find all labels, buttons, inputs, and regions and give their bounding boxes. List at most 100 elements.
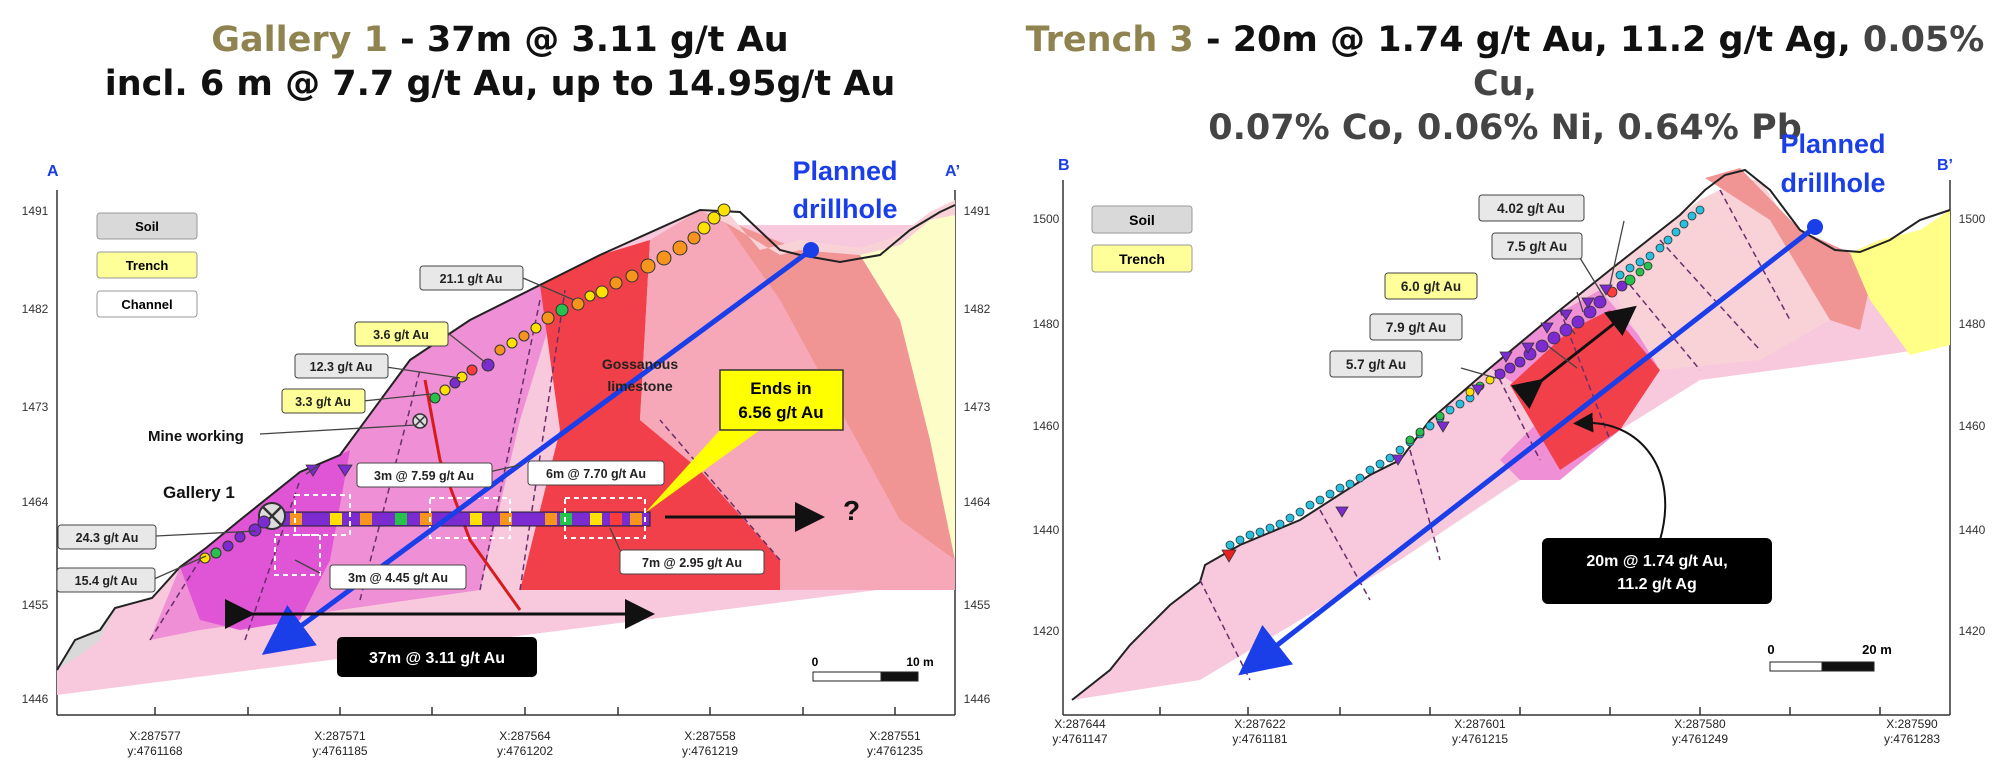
left-vein [423, 379, 522, 611]
x-label: X:287551 [869, 729, 921, 743]
elev-label: 1446 [964, 692, 991, 706]
right-result-leader [1573, 412, 1667, 541]
left-leaders [153, 277, 621, 580]
sample-box [1478, 194, 1585, 222]
elev-label: 1482 [22, 302, 49, 316]
elev-label: 1460 [1959, 419, 1986, 433]
interval-box [329, 564, 467, 590]
left-title: Gallery 1 - 37m @ 3.11 g/t Au incl. 6 m … [0, 18, 1000, 106]
gossan-label-1: Gossanous [602, 356, 678, 372]
left-title-line2: incl. 6 m @ 7.7 g/t Au, up to 14.95g/t A… [104, 64, 896, 104]
left-x-ticks [154, 707, 896, 715]
right-drillhole-collar [1807, 219, 1823, 235]
legend-soil-label: Soil [1129, 212, 1155, 228]
y-label: y:4761283 [1884, 732, 1940, 746]
right-elevation-labels-l: 1500 1480 1460 1440 1420 [1033, 212, 1060, 638]
elev-label: 1420 [1959, 624, 1986, 638]
left-scale-bar: 0 10 m [812, 655, 934, 682]
legend-soil-swatch [1091, 205, 1193, 234]
sample-label: 24.3 g/t Au [76, 531, 139, 545]
x-label: X:287571 [314, 729, 366, 743]
left-interval-boxes [274, 494, 646, 576]
legend-channel-label: Channel [121, 297, 172, 312]
ends-callout-line2: 6.56 g/t Au [738, 403, 823, 422]
right-salmon-zone [1705, 168, 1880, 330]
sample-box [281, 388, 366, 414]
y-label: y:4761202 [497, 744, 553, 758]
y-label: y:4761185 [312, 744, 367, 758]
right-result-line2: 11.2 g/t Ag [1617, 576, 1696, 593]
elev-label: 1473 [964, 400, 991, 414]
sample-label: 3.3 g/t Au [295, 395, 351, 409]
left-section-start: A [47, 163, 59, 180]
gallery-1-label: Gallery 1 [163, 483, 235, 502]
ends-callout-box [719, 369, 844, 431]
y-label: y:4761249 [1672, 732, 1728, 746]
right-section-letters: B B’ [1058, 157, 1953, 174]
elev-label: 1500 [1033, 212, 1060, 226]
left-sample-labels: 21.1 g/t Au 3.6 g/t Au 12.3 g/t Au 3.3 g… [56, 265, 524, 593]
left-elevation-labels-r: 1491 1482 1473 1464 1455 1446 [964, 204, 991, 706]
left-section-letters: A A’ [47, 163, 960, 180]
ends-callout-line1: Ends in [750, 379, 811, 398]
elev-label: 1446 [22, 692, 49, 706]
legend-trench-swatch [1091, 244, 1193, 273]
elev-label: 1480 [1959, 317, 1986, 331]
left-drillhole-collar [803, 242, 819, 258]
right-x-labels: X:287644 y:4761147 X:287622 y:4761181 X:… [1052, 717, 1940, 746]
x-label: X:287558 [684, 729, 736, 743]
right-red-triangle [1221, 549, 1237, 563]
y-label: y:4761215 [1452, 732, 1508, 746]
y-label: y:4761219 [682, 744, 738, 758]
right-leaders [1460, 220, 1625, 379]
y-label: y:4761181 [1232, 732, 1287, 746]
sample-box [1384, 272, 1478, 300]
left-planned-drillhole-label: Planned drillhole [792, 156, 897, 224]
left-ends-callout: Ends in 6.56 g/t Au [719, 369, 844, 431]
interval-label: 7m @ 2.95 g/t Au [642, 556, 742, 570]
right-result-line1: 20m @ 1.74 g/t Au, [1586, 553, 1727, 570]
right-result-box: 20m @ 1.74 g/t Au, 11.2 g/t Ag [1542, 538, 1772, 604]
right-section-end: B’ [1937, 157, 1953, 174]
drillhole-label: drillhole [1780, 168, 1885, 198]
right-interval-arrow [1510, 305, 1637, 410]
sample-box [56, 567, 156, 593]
elev-label: 1464 [964, 495, 991, 509]
left-contacts [149, 289, 781, 641]
right-sample-labels: 4.02 g/t Au 7.5 g/t Au 6.0 g/t Au 7.9 g/… [1329, 194, 1585, 378]
elev-label: 1455 [22, 598, 49, 612]
right-planned-drillhole [1238, 225, 1817, 676]
legend-soil-swatch [96, 212, 198, 240]
mine-working-label: Mine working [148, 428, 244, 445]
planned-label: Planned [1780, 129, 1885, 159]
right-planned-drillhole-label: Planned drillhole [1780, 129, 1885, 198]
sample-box [1369, 313, 1463, 341]
planned-label: Planned [792, 156, 897, 186]
left-result-text: 37m @ 3.11 g/t Au [369, 650, 505, 667]
sample-box [1491, 232, 1583, 260]
legend-soil-label: Soil [135, 219, 159, 234]
left-gossan-label: Gossanous limestone [602, 356, 678, 394]
elev-label: 1464 [22, 495, 49, 509]
right-title-rest: - 20m @ 1.74 g/t Au, 11.2 g/t Ag, [1193, 20, 1851, 60]
left-cream-zone [860, 215, 955, 560]
scale-black [880, 671, 919, 682]
x-label: X:287601 [1454, 717, 1506, 731]
sample-label: 12.3 g/t Au [310, 360, 373, 374]
interval-box [619, 549, 765, 575]
left-section-end: A’ [945, 163, 960, 180]
left-title-rest: - 37m @ 3.11 g/t Au [387, 20, 789, 60]
left-soil-grey [57, 608, 115, 670]
sample-label: 15.4 g/t Au [75, 574, 138, 588]
sample-box [1329, 350, 1423, 378]
left-top-pale-pink [700, 200, 955, 255]
elev-label: 1455 [964, 598, 991, 612]
sample-box [57, 524, 157, 550]
right-title: Trench 3 - 20m @ 1.74 g/t Au, 11.2 g/t A… [1010, 18, 2000, 150]
elev-label: 1440 [1959, 523, 1986, 537]
right-title-highlight: Trench 3 [1025, 20, 1194, 60]
elev-label: 1460 [1033, 419, 1060, 433]
right-soil-samples [1225, 205, 1705, 550]
left-legend: Soil Trench Channel [96, 212, 198, 318]
